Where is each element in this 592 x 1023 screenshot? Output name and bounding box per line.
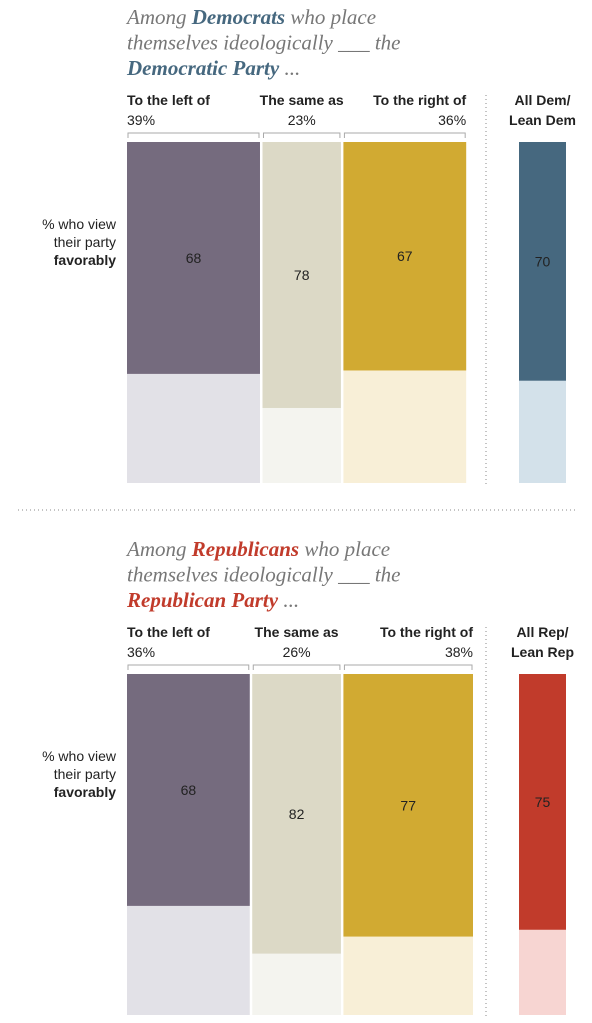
chart-title: Among Democrats who place <box>125 5 376 29</box>
chart-title: themselves ideologically ___ the <box>127 31 401 55</box>
width-label: 39% <box>127 112 155 128</box>
value-label: 78 <box>294 267 310 283</box>
value-label: 68 <box>181 782 197 798</box>
title-segment: Among <box>125 537 192 561</box>
category-label: To the left of <box>127 92 210 108</box>
width-label: 23% <box>288 112 316 128</box>
total-label: Lean Dem <box>509 112 576 128</box>
category-label: The same as <box>255 624 339 640</box>
value-label: 68 <box>186 250 202 266</box>
bar <box>127 674 250 906</box>
value-label: 67 <box>397 248 413 264</box>
category-label: The same as <box>260 92 344 108</box>
bar <box>252 674 341 954</box>
total-value-label: 70 <box>535 253 551 269</box>
total-bar <box>519 142 566 381</box>
width-label: 38% <box>445 644 473 660</box>
width-bracket <box>343 664 473 670</box>
title-segment: ... <box>279 56 300 80</box>
chart-title: themselves ideologically ___ the <box>127 563 401 587</box>
y-axis-label: their party <box>54 766 116 782</box>
title-segment: ... <box>278 588 299 612</box>
title-segment: themselves ideologically ___ the <box>127 31 401 55</box>
width-bracket <box>127 132 260 138</box>
total-label: All Dem/ <box>514 92 570 108</box>
y-axis-label: favorably <box>54 784 116 800</box>
category-label: To the right of <box>380 624 473 640</box>
chart-title: Among Republicans who place <box>125 537 390 561</box>
bar <box>127 142 260 374</box>
width-bracket <box>127 664 250 670</box>
width-bracket <box>262 132 341 138</box>
title-segment: Among <box>125 5 192 29</box>
title-segment: who place <box>285 5 376 29</box>
chart-title: Republican Party ... <box>126 588 299 612</box>
bar <box>262 142 341 408</box>
y-axis-label: % who view <box>42 216 117 232</box>
bar <box>343 674 473 937</box>
total-label: Lean Rep <box>511 644 574 660</box>
y-axis-label: their party <box>54 234 116 250</box>
value-label: 82 <box>289 806 305 822</box>
bar <box>343 142 467 371</box>
width-label: 36% <box>127 644 155 660</box>
total-bar <box>519 674 566 930</box>
title-segment: Republicans <box>191 537 299 561</box>
y-axis-label: favorably <box>54 252 116 268</box>
category-label: To the right of <box>373 92 466 108</box>
total-label: All Rep/ <box>516 624 568 640</box>
title-segment: themselves ideologically ___ the <box>127 563 401 587</box>
width-label: 36% <box>438 112 466 128</box>
width-label: 26% <box>283 644 311 660</box>
chart-title: Democratic Party ... <box>126 56 300 80</box>
width-bracket <box>252 664 341 670</box>
y-axis-label: % who view <box>42 748 117 764</box>
category-label: To the left of <box>127 624 210 640</box>
title-segment: Republican Party <box>126 588 279 612</box>
value-label: 77 <box>400 797 416 813</box>
total-value-label: 75 <box>535 794 551 810</box>
title-segment: who place <box>299 537 390 561</box>
title-segment: Democrats <box>191 5 285 29</box>
title-segment: Democratic Party <box>126 56 280 80</box>
width-bracket <box>343 132 466 138</box>
